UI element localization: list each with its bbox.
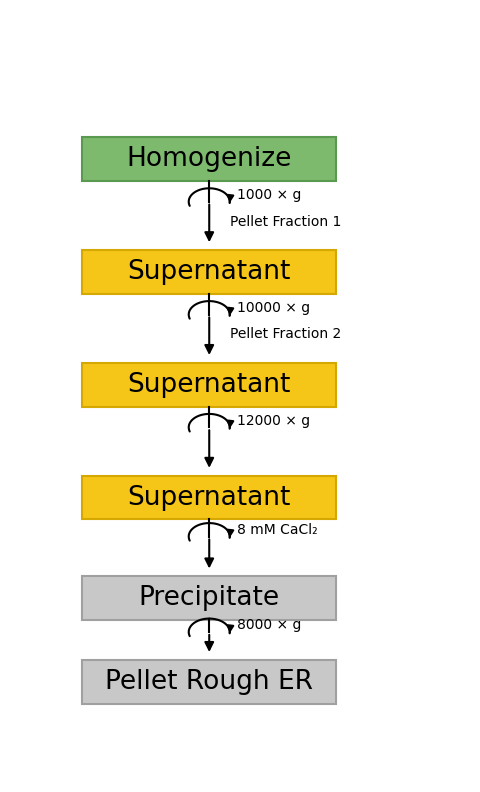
- Text: 8 mM CaCl₂: 8 mM CaCl₂: [237, 523, 317, 537]
- FancyBboxPatch shape: [83, 475, 335, 520]
- Text: 8000 × g: 8000 × g: [237, 619, 301, 632]
- FancyBboxPatch shape: [83, 250, 335, 294]
- Text: Homogenize: Homogenize: [126, 146, 291, 172]
- FancyBboxPatch shape: [83, 137, 335, 181]
- Text: 10000 × g: 10000 × g: [237, 301, 310, 314]
- Text: Precipitate: Precipitate: [138, 585, 279, 611]
- Text: Supernatant: Supernatant: [127, 259, 290, 285]
- Text: Supernatant: Supernatant: [127, 371, 290, 398]
- Text: Supernatant: Supernatant: [127, 485, 290, 511]
- Text: Pellet Fraction 1: Pellet Fraction 1: [229, 215, 340, 229]
- Text: 12000 × g: 12000 × g: [237, 413, 310, 428]
- Text: Pellet Fraction 2: Pellet Fraction 2: [229, 327, 340, 341]
- Text: 1000 × g: 1000 × g: [237, 188, 301, 202]
- FancyBboxPatch shape: [83, 577, 335, 620]
- FancyBboxPatch shape: [83, 660, 335, 703]
- Text: Pellet Rough ER: Pellet Rough ER: [105, 668, 312, 695]
- FancyBboxPatch shape: [83, 363, 335, 406]
